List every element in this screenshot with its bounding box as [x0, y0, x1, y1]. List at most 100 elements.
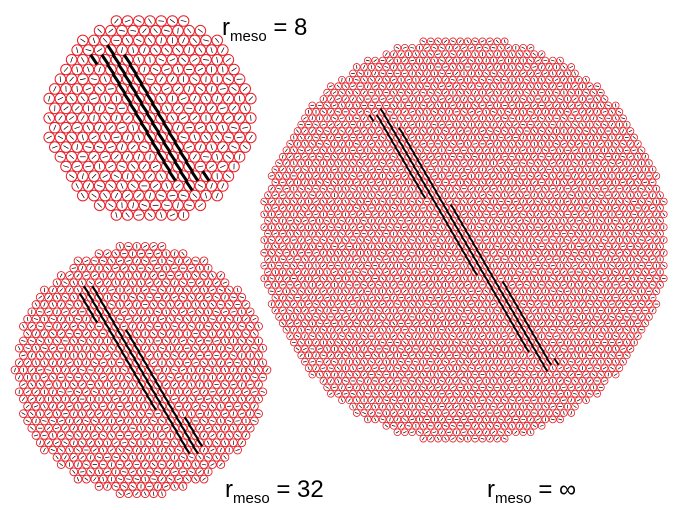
- cell-director: [216, 153, 219, 160]
- lattice-cell: [111, 409, 121, 419]
- defect-director: [91, 300, 99, 309]
- cell-director: [202, 331, 206, 336]
- cell-director: [547, 193, 551, 197]
- cell-director: [219, 88, 226, 90]
- cell-director: [72, 397, 76, 401]
- lattice-cell: [174, 372, 184, 382]
- lattice-cell: [110, 92, 123, 105]
- lattice-cell: [56, 314, 66, 324]
- cell-director: [317, 129, 322, 133]
- cell-director: [96, 456, 102, 459]
- lattice-cell: [228, 102, 240, 115]
- lattice-cell: [121, 54, 134, 66]
- cell-director: [458, 129, 462, 133]
- lattice-cell: [177, 112, 190, 124]
- cell-director: [289, 231, 291, 236]
- cell-director: [172, 354, 177, 357]
- cell-director: [160, 288, 164, 292]
- defect-director: [145, 131, 155, 144]
- cell-director: [140, 309, 142, 314]
- lattice-cell: [107, 271, 116, 280]
- cell-director: [202, 346, 206, 350]
- cell-director: [222, 281, 228, 284]
- cell-director: [223, 397, 227, 401]
- cell-director: [340, 180, 344, 184]
- cell-director: [96, 354, 102, 357]
- cell-director: [518, 90, 521, 95]
- cell-director: [576, 104, 581, 107]
- cell-director: [521, 162, 526, 164]
- cell-director: [602, 200, 607, 203]
- lattice-cell: [65, 170, 78, 182]
- lattice-cell: [31, 372, 41, 382]
- cell-director: [473, 103, 477, 107]
- cell-director: [569, 181, 574, 184]
- defect-director: [134, 73, 144, 86]
- cell-director: [151, 260, 156, 262]
- cell-director: [152, 67, 159, 72]
- lattice-cell: [82, 256, 91, 266]
- lattice-cell: [71, 141, 83, 153]
- cell-director: [266, 219, 270, 223]
- cell-director: [135, 447, 138, 453]
- cell-director: [440, 187, 444, 191]
- cell-director: [177, 302, 181, 307]
- cell-director: [425, 225, 429, 229]
- defect-director: [398, 152, 405, 161]
- lattice-cell: [191, 343, 200, 353]
- lattice-cell: [88, 73, 100, 85]
- cell-director: [59, 434, 64, 437]
- lattice-cell: [203, 423, 213, 433]
- lattice-cell: [161, 249, 171, 258]
- defect-director: [108, 314, 116, 324]
- cell-director: [378, 90, 380, 95]
- cell-director: [336, 98, 341, 100]
- defect-director: [87, 292, 95, 302]
- cell-director: [202, 360, 206, 365]
- cell-director: [160, 375, 164, 379]
- lattice-cell: [229, 423, 238, 433]
- cell-director: [75, 183, 79, 189]
- defect-director: [420, 191, 427, 199]
- cell-director: [573, 135, 577, 140]
- lattice-cell: [94, 438, 104, 448]
- cell-director: [55, 353, 59, 358]
- cell-director: [580, 110, 584, 114]
- cell-director: [380, 84, 385, 88]
- cell-director: [46, 412, 51, 416]
- cell-director: [366, 135, 369, 140]
- cell-director: [142, 163, 147, 170]
- cell-director: [329, 135, 332, 140]
- cell-director: [197, 339, 202, 343]
- cell-director: [473, 143, 477, 145]
- defect-director: [128, 83, 138, 95]
- cell-director: [469, 110, 474, 113]
- lattice-cell: [233, 402, 242, 411]
- cell-director: [210, 183, 213, 189]
- cell-director: [236, 136, 243, 139]
- cell-director: [43, 404, 46, 409]
- lattice-cell: [144, 112, 156, 124]
- cell-director: [219, 164, 226, 169]
- lattice-cell: [65, 431, 74, 440]
- cell-director: [480, 40, 485, 43]
- cell-director: [602, 187, 607, 190]
- lattice-cell: [73, 314, 83, 324]
- lattice-cell: [119, 263, 129, 273]
- cell-director: [488, 104, 492, 107]
- cell-director: [532, 167, 536, 172]
- lattice-cell: [166, 387, 175, 397]
- cell-director: [536, 212, 540, 217]
- cell-director: [236, 346, 240, 351]
- lattice-cell: [220, 423, 230, 433]
- lattice-cell: [27, 394, 37, 404]
- cell-director: [198, 295, 202, 300]
- lattice-cell: [177, 15, 190, 27]
- defect-director: [166, 402, 174, 411]
- cell-director: [185, 317, 189, 321]
- lattice-cell: [195, 380, 205, 389]
- cell-director: [484, 148, 488, 152]
- lattice-cell: [229, 380, 238, 389]
- cell-director: [43, 447, 46, 453]
- cell-director: [63, 324, 68, 329]
